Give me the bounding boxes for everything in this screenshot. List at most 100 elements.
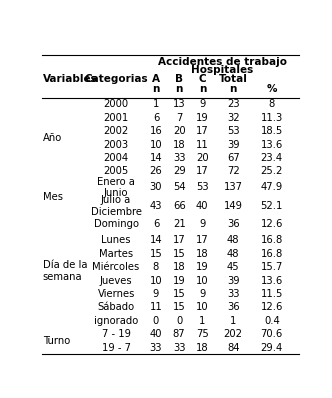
Text: Hospitales: Hospitales <box>191 65 253 75</box>
Text: 1: 1 <box>153 100 159 109</box>
Text: Viernes: Viernes <box>97 289 135 299</box>
Text: B: B <box>175 74 183 84</box>
Text: Mes: Mes <box>43 191 63 202</box>
Text: Accidentes de trabajo: Accidentes de trabajo <box>158 57 287 66</box>
Text: 72: 72 <box>227 166 240 176</box>
Text: 47.9: 47.9 <box>261 182 283 192</box>
Text: 29: 29 <box>173 166 186 176</box>
Text: 33: 33 <box>173 343 185 353</box>
Text: 149: 149 <box>224 201 243 211</box>
Text: 2000: 2000 <box>104 100 129 109</box>
Text: 13.6: 13.6 <box>261 140 283 150</box>
Text: 45: 45 <box>227 262 239 272</box>
Text: 53: 53 <box>196 182 208 192</box>
Text: 13: 13 <box>173 100 186 109</box>
Text: 17: 17 <box>196 235 209 246</box>
Text: %: % <box>267 84 277 94</box>
Text: 9: 9 <box>199 100 206 109</box>
Text: 25.2: 25.2 <box>261 166 283 176</box>
Text: 14: 14 <box>150 235 162 246</box>
Text: Categorias: Categorias <box>84 74 148 84</box>
Text: Día de la
semana: Día de la semana <box>43 260 87 283</box>
Text: 18: 18 <box>173 262 186 272</box>
Text: 8: 8 <box>269 100 275 109</box>
Text: 10: 10 <box>196 275 208 285</box>
Text: 75: 75 <box>196 329 209 339</box>
Text: 15.7: 15.7 <box>261 262 283 272</box>
Text: 1: 1 <box>199 316 206 326</box>
Text: C: C <box>199 74 206 84</box>
Text: 15: 15 <box>173 302 186 312</box>
Text: 29.4: 29.4 <box>261 343 283 353</box>
Text: 43: 43 <box>150 201 162 211</box>
Text: 15: 15 <box>173 249 186 259</box>
Text: 67: 67 <box>227 153 240 163</box>
Text: 48: 48 <box>227 235 239 246</box>
Text: Enero a
Junio: Enero a Junio <box>97 177 135 198</box>
Text: 2002: 2002 <box>104 126 129 136</box>
Text: 33: 33 <box>173 153 185 163</box>
Text: 14: 14 <box>150 153 162 163</box>
Text: Variables: Variables <box>43 74 98 84</box>
Text: 9: 9 <box>199 289 206 299</box>
Text: 1: 1 <box>230 316 236 326</box>
Text: 54: 54 <box>173 182 186 192</box>
Text: 2005: 2005 <box>104 166 129 176</box>
Text: ignorado: ignorado <box>94 316 138 326</box>
Text: Jueves: Jueves <box>100 275 132 285</box>
Text: 10: 10 <box>150 140 162 150</box>
Text: 19: 19 <box>196 262 209 272</box>
Text: 40: 40 <box>196 201 208 211</box>
Text: 2001: 2001 <box>104 113 129 123</box>
Text: 17: 17 <box>196 166 209 176</box>
Text: n: n <box>199 84 206 94</box>
Text: 18: 18 <box>196 343 208 353</box>
Text: 6: 6 <box>153 219 159 229</box>
Text: 2003: 2003 <box>104 140 129 150</box>
Text: 18: 18 <box>173 140 186 150</box>
Text: 9: 9 <box>153 289 159 299</box>
Text: 16.8: 16.8 <box>261 249 283 259</box>
Text: 23: 23 <box>227 100 239 109</box>
Text: Sábado: Sábado <box>98 302 135 312</box>
Text: Miércoles: Miércoles <box>93 262 140 272</box>
Text: 16.8: 16.8 <box>261 235 283 246</box>
Text: 7: 7 <box>176 113 182 123</box>
Text: 21: 21 <box>173 219 186 229</box>
Text: 40: 40 <box>150 329 162 339</box>
Text: 39: 39 <box>227 140 239 150</box>
Text: 19 - 7: 19 - 7 <box>102 343 130 353</box>
Text: 36: 36 <box>227 219 239 229</box>
Text: 84: 84 <box>227 343 239 353</box>
Text: n: n <box>176 84 183 94</box>
Text: Julio a
Diciembre: Julio a Diciembre <box>91 195 142 217</box>
Text: 66: 66 <box>173 201 186 211</box>
Text: n: n <box>152 84 160 94</box>
Text: Martes: Martes <box>99 249 133 259</box>
Text: 16: 16 <box>150 126 162 136</box>
Text: 10: 10 <box>196 302 208 312</box>
Text: 70.6: 70.6 <box>261 329 283 339</box>
Text: 12.6: 12.6 <box>261 219 283 229</box>
Text: 15: 15 <box>173 289 186 299</box>
Text: 8: 8 <box>153 262 159 272</box>
Text: 17: 17 <box>173 235 186 246</box>
Text: 18: 18 <box>196 249 208 259</box>
Text: 15: 15 <box>150 249 162 259</box>
Text: 11: 11 <box>196 140 209 150</box>
Text: Domingo: Domingo <box>94 219 139 229</box>
Text: 30: 30 <box>150 182 162 192</box>
Text: A: A <box>152 74 160 84</box>
Text: 13.6: 13.6 <box>261 275 283 285</box>
Text: 39: 39 <box>227 275 239 285</box>
Text: 11.3: 11.3 <box>261 113 283 123</box>
Text: 0: 0 <box>176 316 182 326</box>
Text: 23.4: 23.4 <box>261 153 283 163</box>
Text: 19: 19 <box>173 275 186 285</box>
Text: 33: 33 <box>227 289 239 299</box>
Text: 17: 17 <box>196 126 209 136</box>
Text: 33: 33 <box>150 343 162 353</box>
Text: 53: 53 <box>227 126 239 136</box>
Text: Total: Total <box>219 74 248 84</box>
Text: Turno: Turno <box>43 336 70 346</box>
